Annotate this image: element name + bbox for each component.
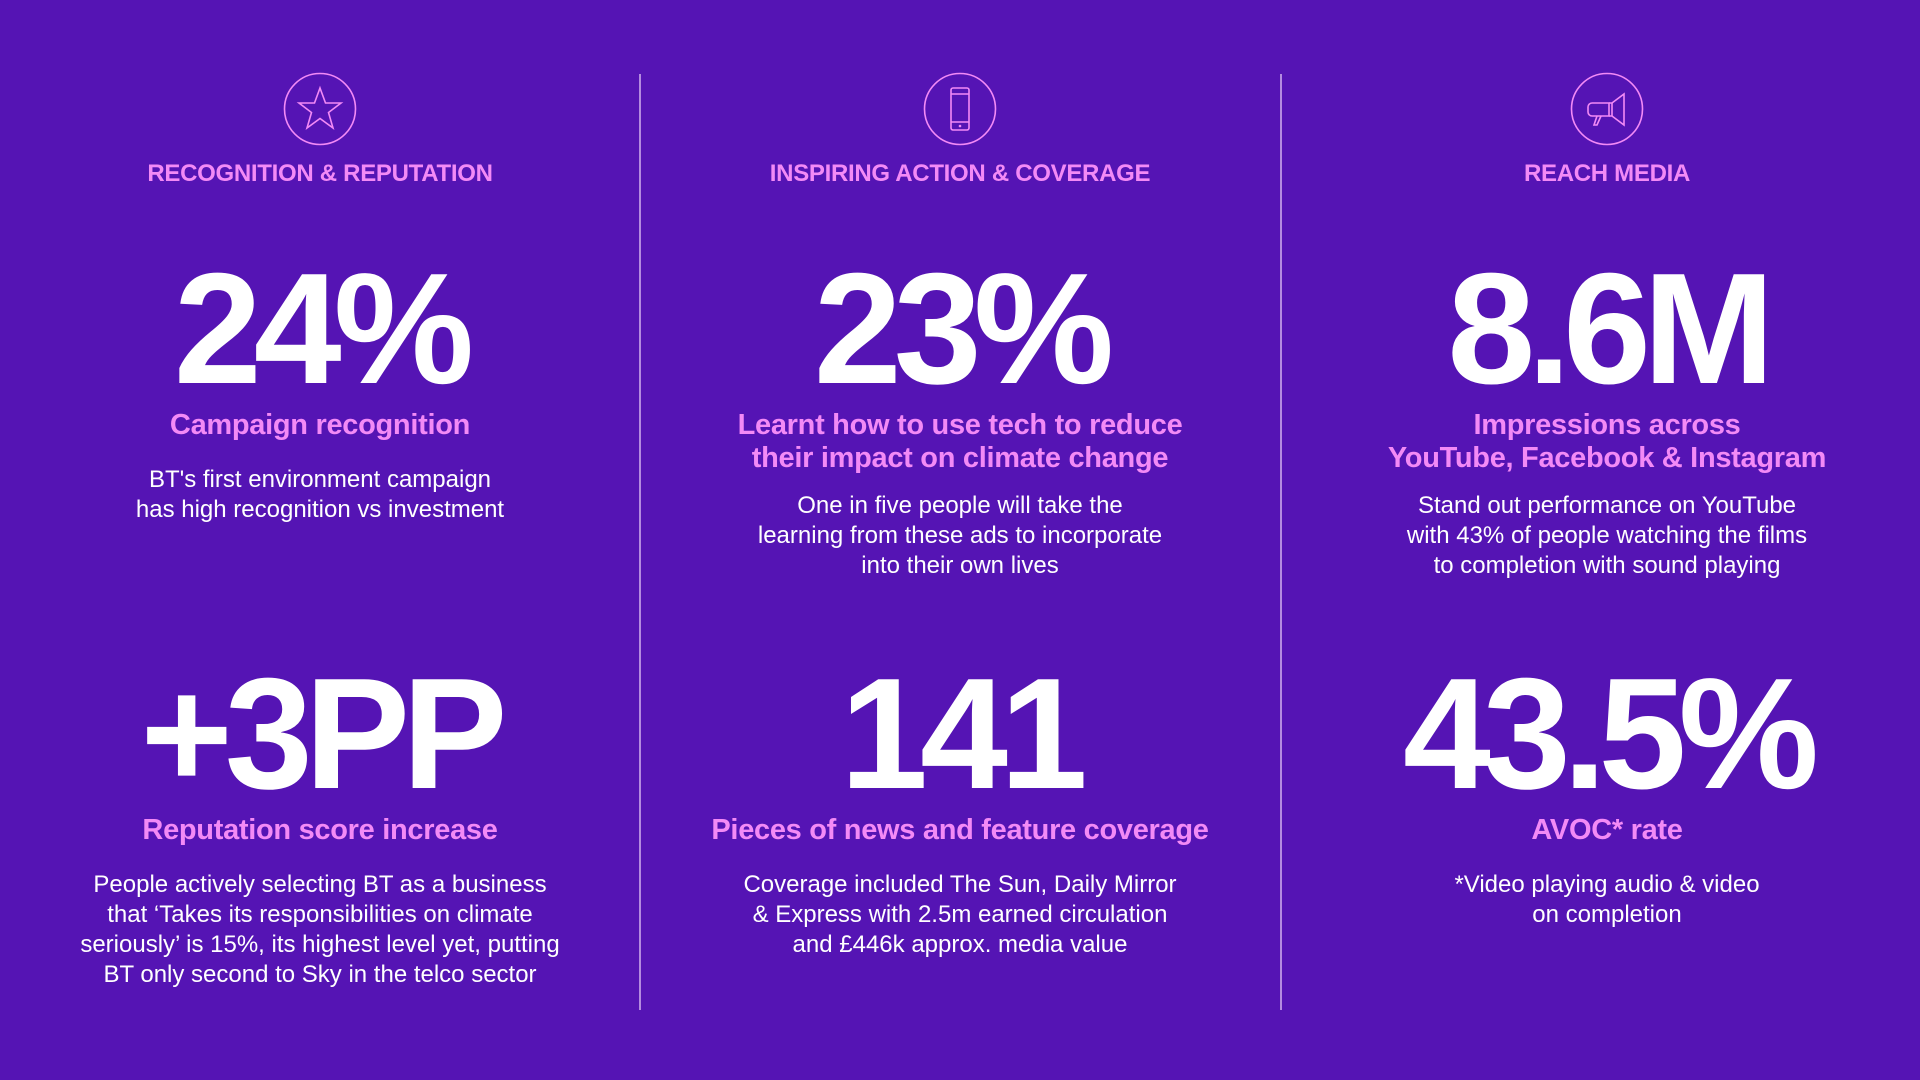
section-heading: REACH MEDIA (1523, 160, 1691, 187)
stat-description: Coverage included The Sun, Daily Mirror … (743, 871, 1177, 958)
stat-description: People actively selecting BT as a busine… (80, 871, 560, 988)
stat-label: Reputation score increase (142, 814, 498, 846)
star-icon (283, 72, 357, 146)
column-divider (639, 74, 641, 1010)
stat-description: BT's first environment campaign has high… (135, 466, 505, 523)
stat-value: 141 (840, 646, 1088, 822)
section-heading: INSPIRING ACTION & COVERAGE (769, 160, 1151, 187)
stat-label: AVOC* rate (1531, 814, 1683, 846)
stat-label: Pieces of news and feature coverage (711, 814, 1209, 846)
stat-value: 23% (813, 241, 1114, 417)
column-divider (1280, 74, 1282, 1010)
stat-description: *Video playing audio & video on completi… (1454, 871, 1760, 928)
stat-label: Campaign recognition (169, 409, 471, 441)
stat-label: Learnt how to use tech to reduce their i… (737, 409, 1183, 474)
stat-value: 24% (173, 241, 474, 417)
stat-value: +3PP (140, 646, 508, 822)
stat-description: Stand out performance on YouTube with 43… (1406, 492, 1808, 579)
megaphone-icon (1570, 72, 1644, 146)
stat-description: One in five people will take the learnin… (757, 492, 1163, 579)
section-heading: RECOGNITION & REPUTATION (147, 160, 493, 187)
stat-value: 43.5% (1402, 646, 1819, 822)
stat-value: 8.6M (1447, 241, 1774, 417)
mobile-phone-icon (923, 72, 997, 146)
stat-label: Impressions across YouTube, Facebook & I… (1387, 409, 1827, 474)
